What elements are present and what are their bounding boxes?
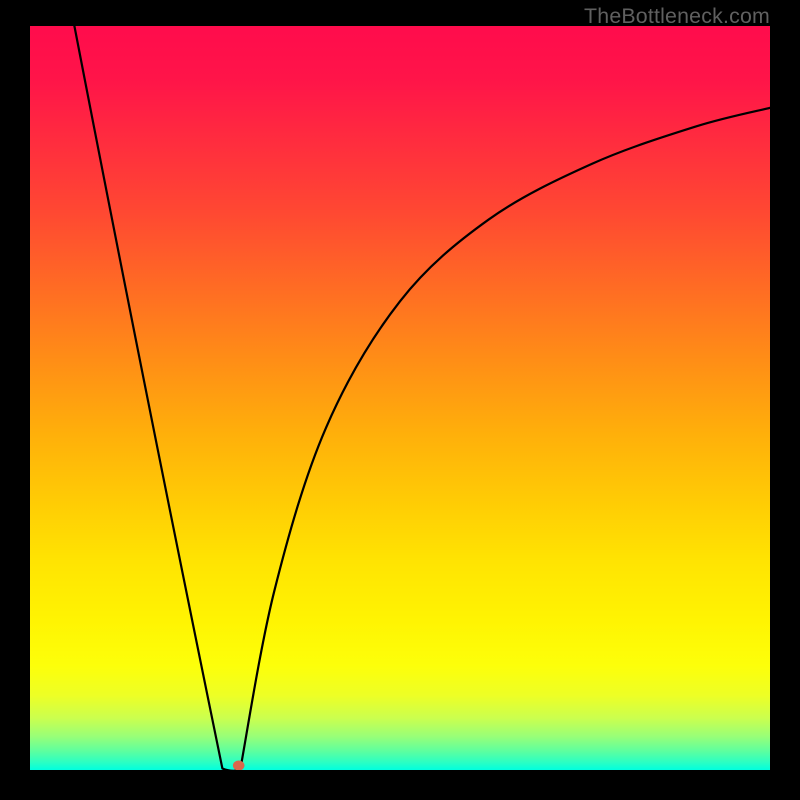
plot-area: [30, 26, 770, 770]
bottleneck-curve: [74, 26, 770, 770]
figure-root: TheBottleneck.com: [0, 0, 800, 800]
curve-layer: [30, 26, 770, 770]
watermark-text: TheBottleneck.com: [584, 4, 770, 29]
